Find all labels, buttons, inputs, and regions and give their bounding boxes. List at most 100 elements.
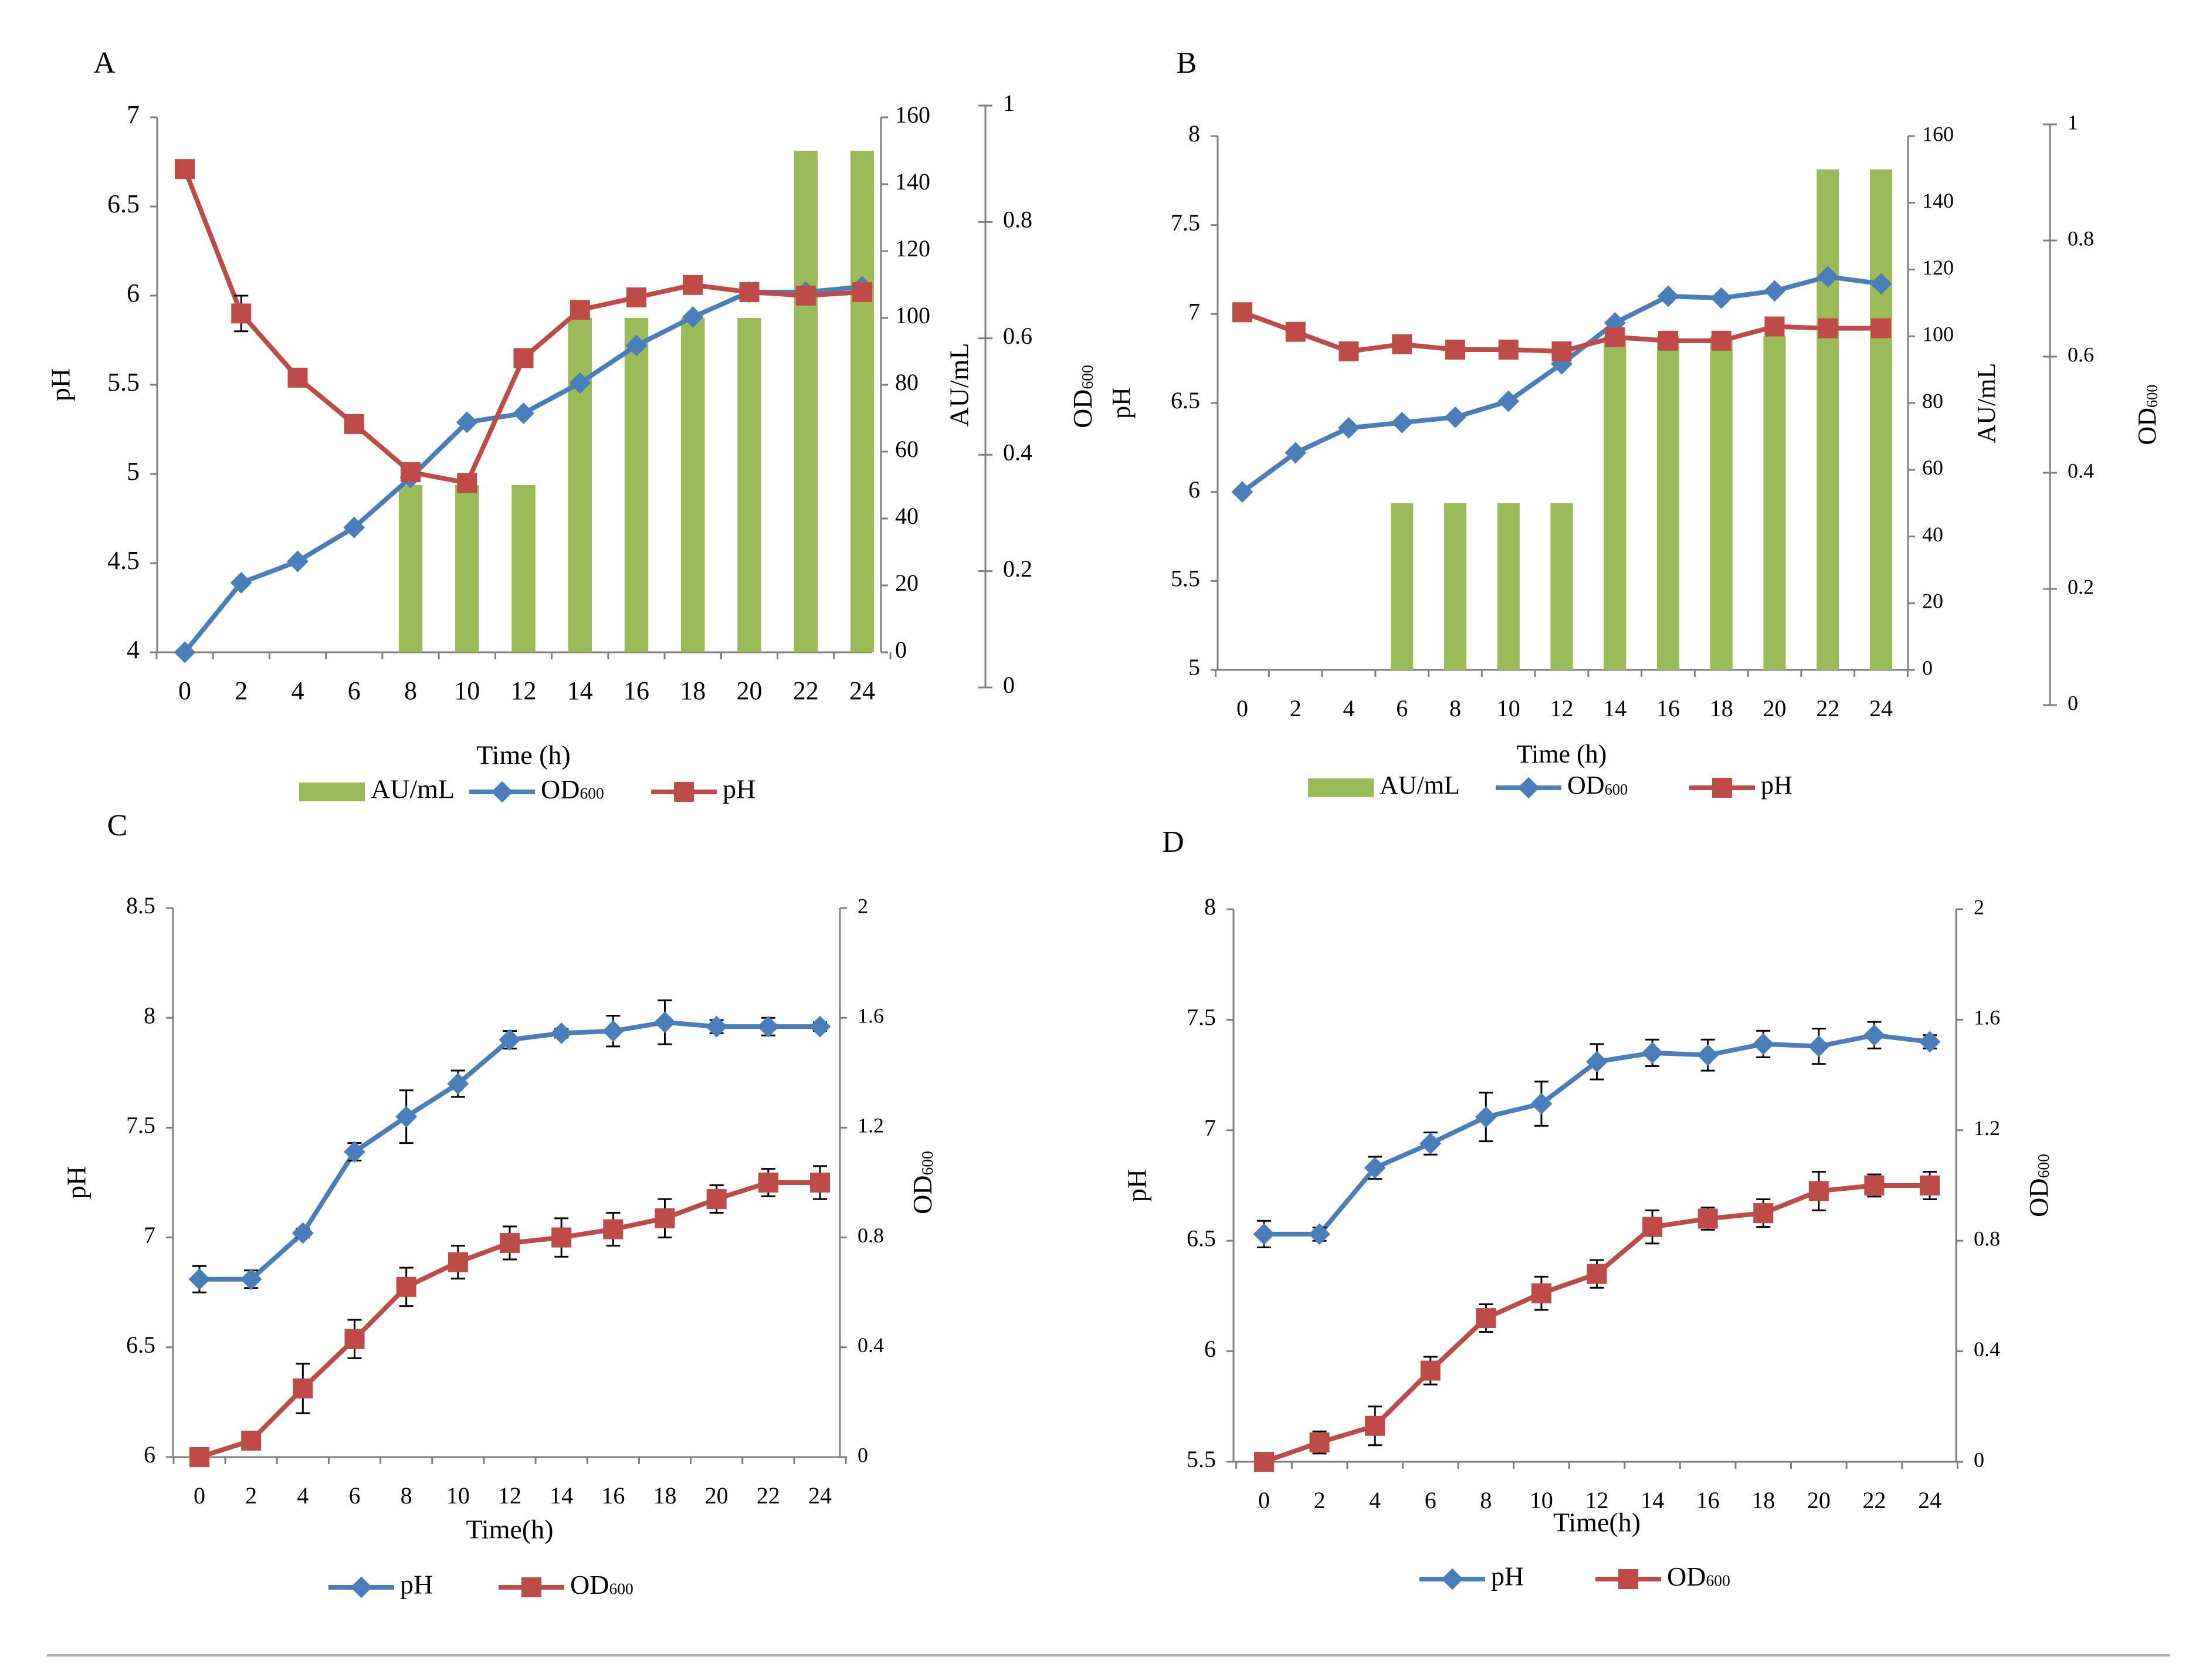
point-od600	[1497, 390, 1520, 412]
x-tick-label: 18	[680, 676, 706, 705]
point-ph	[757, 1015, 780, 1038]
left-tick-label: 7.5	[126, 1112, 155, 1139]
x-tick-label: 16	[601, 1482, 625, 1509]
au-tick-label: 140	[1922, 189, 1954, 212]
od-tick-label: 0.4	[858, 1333, 884, 1357]
au-tick-label: 160	[1922, 122, 1954, 145]
point-ph	[706, 1015, 728, 1038]
x-axis-title: Time(h)	[1553, 1508, 1641, 1537]
point-ph	[550, 1022, 572, 1044]
au-tick-label: 0	[895, 636, 907, 663]
bar-au-ml	[1604, 336, 1626, 670]
point-ph	[1364, 1157, 1386, 1179]
point-ph	[1253, 1223, 1275, 1245]
left-axis-title: pH	[46, 368, 76, 401]
au-tick-label: 120	[1922, 256, 1954, 279]
legend-label: pH	[400, 1570, 433, 1600]
point-ph	[1919, 1031, 1941, 1053]
au-tick-label: 80	[1922, 389, 1943, 412]
point-ph	[795, 286, 816, 306]
au-tick-label: 60	[895, 436, 919, 462]
point-od600	[1642, 1217, 1663, 1237]
point-od600	[1753, 1203, 1774, 1224]
od-axis-title: OD600	[2133, 384, 2161, 445]
od-tick-label: 0	[858, 1443, 868, 1466]
left-tick-label: 6.5	[1171, 387, 1200, 414]
x-tick-label: 8	[1449, 695, 1461, 722]
au-tick-label: 40	[895, 503, 919, 529]
x-tick-label: 0	[178, 676, 191, 705]
point-od600	[513, 402, 534, 425]
od-axis-title: OD600	[2024, 1154, 2054, 1217]
x-tick-label: 22	[757, 1482, 780, 1509]
left-tick-label: 7.5	[1171, 209, 1200, 236]
point-ph	[513, 348, 534, 368]
point-od600	[189, 1447, 209, 1467]
x-tick-label: 24	[849, 676, 875, 705]
point-od600	[1285, 442, 1307, 464]
point-ph	[1764, 316, 1785, 337]
x-tick-label: 4	[292, 676, 304, 705]
legend-label: OD600	[1667, 1562, 1730, 1591]
x-tick-label: 12	[1550, 695, 1574, 722]
point-od600	[456, 411, 478, 433]
x-tick-label: 12	[1585, 1487, 1609, 1513]
left-tick-label: 6	[1188, 476, 1200, 503]
bar-au-ml	[1656, 336, 1680, 670]
legend-label: pH	[723, 774, 755, 804]
legend-marker-square	[1618, 1569, 1638, 1589]
bar-au-ml	[1710, 336, 1733, 670]
bar-au-ml	[511, 485, 536, 652]
panel-letter: C	[107, 809, 128, 842]
point-od600	[1697, 1208, 1718, 1229]
point-od600	[1870, 273, 1892, 295]
bar-au-ml	[624, 318, 649, 652]
left-tick-label: 6.5	[107, 189, 140, 218]
od-tick-label: 0.2	[1003, 556, 1032, 582]
bar-au-ml	[1443, 503, 1467, 670]
legend-label: AU/mL	[371, 774, 455, 804]
left-axis-title: pH	[1122, 1169, 1152, 1202]
x-tick-label: 20	[705, 1482, 728, 1509]
au-tick-label: 80	[895, 369, 919, 395]
point-ph	[1752, 1033, 1774, 1055]
x-axis-title: Time (h)	[476, 740, 571, 770]
left-tick-label: 8	[1204, 893, 1216, 920]
series-line-od600	[198, 1180, 820, 1459]
x-tick-label: 4	[1343, 695, 1355, 722]
point-od600	[230, 572, 252, 594]
x-tick-label: 18	[1751, 1487, 1775, 1513]
point-ph	[1339, 341, 1359, 362]
point-ph	[344, 1141, 365, 1163]
x-tick-label: 10	[1497, 695, 1520, 722]
od-tick-label: 1.6	[858, 1004, 884, 1027]
od-tick-label: 0.2	[2068, 575, 2094, 598]
point-ph	[1697, 1044, 1719, 1066]
left-tick-label: 6.5	[1187, 1225, 1216, 1251]
bar-au-ml	[1869, 169, 1893, 670]
x-tick-label: 16	[1696, 1487, 1720, 1513]
od-tick-label: 0	[2068, 691, 2078, 714]
bar-au-ml	[1763, 336, 1786, 670]
left-tick-label: 5.5	[1171, 565, 1200, 592]
x-tick-label: 6	[348, 676, 361, 705]
od-axis-title-group: OD600	[2024, 1154, 2054, 1217]
left-tick-label: 6	[144, 1441, 155, 1468]
point-ph	[1551, 341, 1572, 362]
point-od600	[1920, 1176, 1940, 1195]
bar-au-ml	[737, 318, 761, 652]
point-ph	[401, 462, 421, 482]
x-tick-label: 16	[1656, 695, 1680, 722]
od-tick-label: 0.6	[2068, 343, 2094, 366]
x-tick-label: 0	[1236, 695, 1248, 722]
point-od600	[569, 372, 591, 394]
au-tick-label: 0	[1922, 656, 1933, 679]
panel-letter: A	[93, 46, 116, 80]
point-od600	[758, 1173, 778, 1193]
point-od600	[1338, 417, 1360, 439]
od-tick-label: 0	[1974, 1448, 1984, 1471]
x-tick-label: 0	[1258, 1487, 1270, 1513]
point-ph	[739, 282, 760, 302]
legend-label: OD600	[1567, 771, 1628, 800]
